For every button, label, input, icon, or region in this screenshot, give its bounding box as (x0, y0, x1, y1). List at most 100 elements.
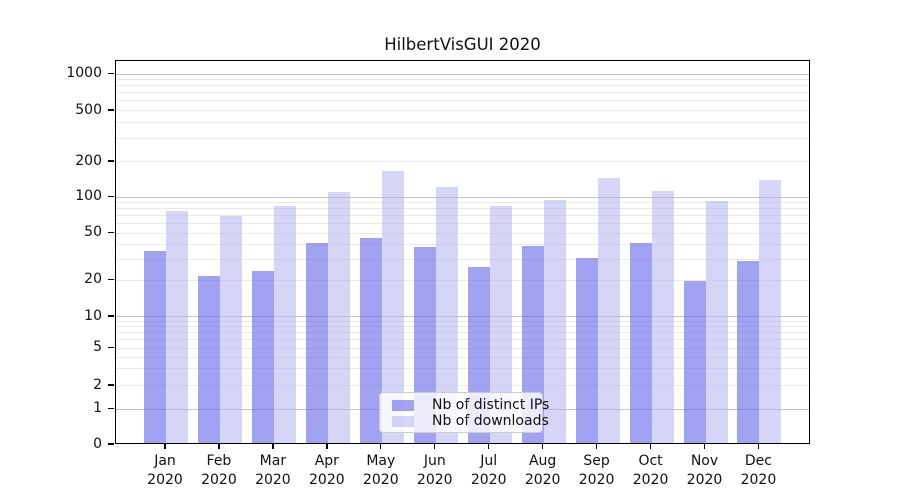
bar-distinct-ips-apr (305, 242, 328, 443)
bar-distinct-ips-mar (251, 271, 274, 443)
y-tick-label-0: 0 (93, 435, 102, 452)
y-tick-label-1000: 1000 (66, 65, 102, 81)
x-tick-jul (488, 444, 490, 449)
gridline-minor-400 (116, 122, 809, 124)
gridline-minor-700 (116, 92, 809, 94)
gridline-minor-6 (116, 339, 809, 341)
x-tick-label-apr: Apr 2020 (309, 453, 345, 488)
gridline-minor-3 (116, 368, 809, 370)
legend-swatch-downloads-icon (392, 415, 414, 427)
y-tick-label-20: 20 (84, 271, 102, 287)
bar-distinct-ips-jan (144, 251, 166, 443)
legend: Nb of distinct IPs Nb of downloads (379, 392, 549, 433)
gridline-minor-2 (116, 385, 809, 386)
y-tick-label-500: 500 (75, 101, 102, 118)
bar-distinct-ips-may (359, 238, 382, 443)
bar-distinct-ips-sep (575, 257, 598, 443)
bar-downloads-nov (705, 200, 728, 443)
y-tick-20 (108, 278, 114, 281)
x-tick-label-aug: Aug 2020 (524, 453, 561, 488)
bar-downloads-mar (273, 206, 296, 443)
x-tick-label-sep: Sep 2020 (578, 453, 615, 488)
x-tick-aug (541, 444, 544, 449)
gridline-minor-30 (116, 258, 809, 260)
legend-label-downloads: Nb of downloads (432, 413, 549, 429)
y-tick-50 (108, 231, 114, 234)
gridline-minor-300 (116, 138, 809, 140)
gridline-minor-20 (116, 279, 809, 281)
y-tick-label-2: 2 (93, 376, 102, 393)
y-tick-label-200: 200 (75, 152, 102, 169)
legend-item-downloads: Nb of downloads (392, 413, 549, 429)
x-tick-label-jan: Jan 2020 (147, 453, 183, 488)
gridline-major-10 (116, 316, 809, 317)
y-tick-200 (108, 160, 114, 162)
x-tick-apr (326, 444, 328, 449)
bar-distinct-ips-dec (737, 261, 760, 443)
y-tick-label-1: 1 (93, 400, 102, 416)
y-tick-label-50: 50 (84, 224, 102, 240)
gridline-minor-60 (116, 223, 809, 225)
y-tick-5 (108, 346, 114, 349)
bar-downloads-feb (219, 216, 242, 443)
bar-downloads-sep (597, 178, 620, 443)
bar-distinct-ips-oct (629, 242, 652, 443)
x-tick-nov (703, 444, 706, 449)
x-tick-label-mar: Mar 2020 (255, 453, 291, 488)
x-tick-label-nov: Nov 2020 (686, 453, 723, 488)
x-tick-label-dec: Dec 2020 (740, 453, 777, 488)
chart-title: HilbertVisGUI 2020 (384, 35, 541, 54)
x-tick-label-jun: Jun 2020 (416, 453, 453, 488)
legend-swatch-ips-icon (392, 399, 414, 411)
y-tick-10 (108, 315, 114, 317)
gridline-minor-200 (116, 161, 809, 162)
gridline-minor-4 (116, 356, 809, 358)
gridline-minor-70 (116, 215, 809, 217)
y-tick-0 (108, 443, 114, 445)
y-tick-label-100: 100 (75, 188, 102, 204)
plot-area (115, 60, 810, 444)
gridline-minor-7 (116, 332, 809, 334)
gridline-minor-900 (116, 79, 809, 81)
bar-downloads-dec (759, 180, 782, 443)
x-tick-may (380, 444, 382, 449)
gridline-minor-80 (116, 208, 809, 210)
bar-downloads-oct (651, 190, 674, 443)
x-tick-oct (649, 444, 652, 449)
gridline-minor-9 (116, 320, 809, 322)
gridline-minor-8 (116, 326, 809, 328)
bar-downloads-jul (489, 205, 512, 443)
gridline-minor-90 (116, 201, 809, 203)
y-tick-1000 (108, 72, 114, 75)
x-tick-jan (164, 444, 166, 449)
bar-downloads-jan (166, 211, 188, 443)
y-tick-1 (108, 407, 114, 410)
y-tick-2 (108, 384, 114, 386)
bar-distinct-ips-nov (683, 281, 706, 443)
x-tick-mar (272, 444, 274, 449)
x-tick-jun (434, 444, 436, 449)
x-tick-feb (218, 444, 220, 449)
y-tick-500 (108, 109, 114, 111)
legend-item-distinct-ips: Nb of distinct IPs (392, 397, 549, 413)
x-tick-label-oct: Oct 2020 (632, 453, 669, 488)
x-tick-label-feb: Feb 2020 (201, 453, 237, 488)
x-tick-dec (757, 444, 760, 449)
y-tick-label-10: 10 (84, 307, 102, 324)
gridline-minor-50 (116, 232, 809, 234)
legend-label-distinct-ips: Nb of distinct IPs (432, 397, 550, 413)
x-tick-label-jul: Jul 2020 (470, 453, 507, 488)
y-tick-100 (108, 195, 114, 198)
bar-downloads-apr (327, 191, 350, 443)
x-tick-label-may: May 2020 (362, 453, 399, 488)
y-tick-label-5: 5 (93, 339, 102, 355)
x-tick-sep (595, 444, 598, 449)
bar-downloads-may (381, 171, 404, 443)
gridline-major-1000 (116, 73, 809, 75)
gridline-minor-600 (116, 100, 809, 102)
bar-distinct-ips-feb (197, 276, 220, 443)
gridline-major-100 (116, 196, 809, 198)
bar-downloads-jun (435, 187, 458, 443)
gridline-minor-40 (116, 243, 809, 245)
